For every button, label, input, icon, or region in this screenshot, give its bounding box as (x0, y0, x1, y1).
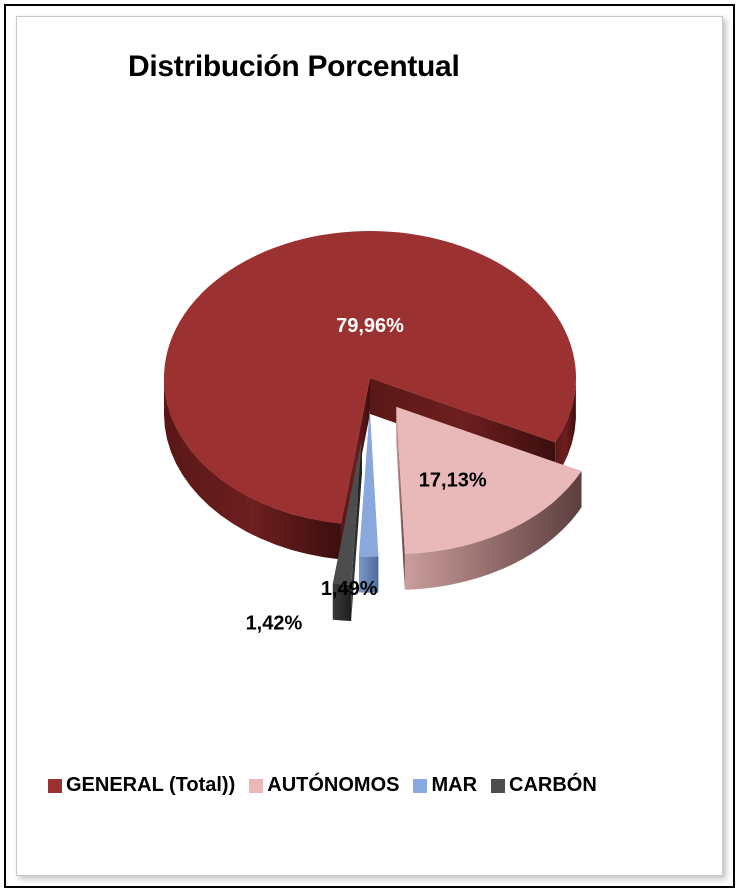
pie-slice-rim-carbon (332, 583, 352, 621)
legend-swatch-mar (413, 778, 428, 793)
pie-slice-carbon (332, 438, 362, 585)
data-label-carbon: 1,42% (246, 612, 303, 634)
legend-item-general: GENERAL (Total)) (48, 774, 235, 797)
data-label-general: 79,96% (336, 315, 404, 337)
legend-item-mar: MAR (413, 774, 477, 797)
legend-label-carbon: CARBÓN (509, 774, 597, 796)
chart-frame (4, 4, 735, 888)
pie-slice-general (164, 230, 576, 524)
pie-slice-rim-mar (359, 556, 379, 593)
legend-swatch-general (48, 778, 62, 793)
pie-slice-rim-general (555, 383, 576, 479)
legend-item-carbon: CARBÓN (491, 774, 597, 797)
data-label-mar: 1,49% (321, 578, 378, 600)
legend-item-autonomos: AUTÓNOMOS (249, 774, 399, 797)
pie-slice-rim-autonomos (404, 471, 582, 590)
chart-title: Distribución Porcentual (128, 50, 460, 83)
data-label-autonomos: 17,13% (419, 469, 487, 491)
legend-swatch-carbon (491, 778, 506, 793)
pie-slice-tops (164, 230, 582, 585)
pie-slice-mar (359, 409, 379, 557)
pie-slice-autonomos (396, 406, 582, 554)
pie-data-labels: 79,96% 17,13% 1,49% 1,42% (246, 315, 487, 634)
legend-label-autonomos: AUTÓNOMOS (267, 774, 400, 796)
legend-label-mar: MAR (431, 774, 478, 796)
legend-swatch-autonomos (249, 778, 264, 793)
pie-slice-rim-general (164, 378, 341, 560)
pie-slice-wall-autonomos-1 (396, 406, 405, 590)
chart-legend: GENERAL (Total)) AUTÓNOMOS MAR CARBÓN (48, 774, 611, 797)
legend-label-general: GENERAL (Total)) (66, 774, 236, 796)
